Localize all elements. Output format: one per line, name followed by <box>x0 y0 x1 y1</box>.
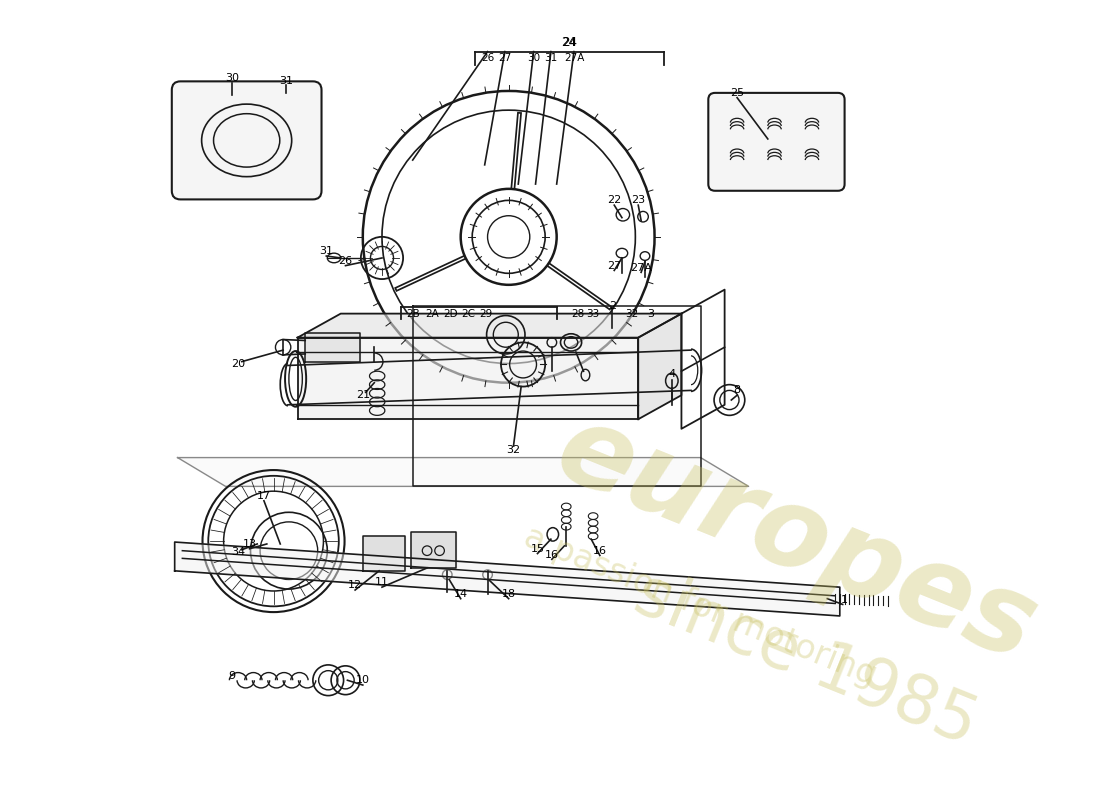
Text: 32: 32 <box>625 309 638 318</box>
Text: 31: 31 <box>319 246 333 256</box>
Text: 27A: 27A <box>630 262 652 273</box>
Text: 27: 27 <box>498 54 512 63</box>
Polygon shape <box>177 458 749 486</box>
Text: 31: 31 <box>279 76 293 86</box>
Text: 9: 9 <box>229 671 235 682</box>
Text: 18: 18 <box>502 589 516 599</box>
Text: 16: 16 <box>593 546 607 556</box>
Text: 1: 1 <box>842 594 848 605</box>
Text: 2C: 2C <box>461 309 475 318</box>
FancyBboxPatch shape <box>172 82 321 199</box>
Text: 32: 32 <box>506 445 520 455</box>
Text: 2: 2 <box>608 301 616 311</box>
Text: 11: 11 <box>375 578 389 587</box>
Text: 20: 20 <box>231 358 245 369</box>
Text: 3: 3 <box>647 309 654 318</box>
Text: 16: 16 <box>544 550 559 561</box>
Text: 25: 25 <box>730 88 745 98</box>
Text: 24: 24 <box>562 37 576 50</box>
Text: 2A: 2A <box>425 309 439 318</box>
Text: 10: 10 <box>355 675 370 686</box>
Text: europes: europes <box>541 394 1052 684</box>
Text: 17: 17 <box>257 491 271 501</box>
Text: 30: 30 <box>226 74 240 83</box>
Polygon shape <box>363 536 405 571</box>
Text: 2D: 2D <box>443 309 458 318</box>
Polygon shape <box>297 338 638 419</box>
Text: 4: 4 <box>669 369 675 379</box>
Text: since 1985: since 1985 <box>625 561 987 758</box>
Text: 27: 27 <box>607 261 621 270</box>
Text: 22: 22 <box>607 195 621 206</box>
Text: 28: 28 <box>571 309 584 318</box>
Text: 8: 8 <box>734 386 740 395</box>
Text: 27A: 27A <box>564 54 584 63</box>
Text: 2B: 2B <box>406 309 419 318</box>
FancyBboxPatch shape <box>708 93 845 190</box>
Text: 23: 23 <box>631 195 646 206</box>
Text: 34: 34 <box>231 546 245 557</box>
Polygon shape <box>175 542 839 616</box>
Polygon shape <box>305 333 360 362</box>
Text: a passion for motoring: a passion for motoring <box>519 520 882 692</box>
Text: 14: 14 <box>453 589 468 599</box>
Polygon shape <box>297 314 681 338</box>
Text: 26: 26 <box>481 54 494 63</box>
Text: 30: 30 <box>527 54 540 63</box>
Text: 12: 12 <box>348 580 362 590</box>
Text: 24: 24 <box>561 37 575 50</box>
Text: 29: 29 <box>478 309 493 318</box>
Text: 21: 21 <box>355 390 370 400</box>
Text: 15: 15 <box>530 544 544 554</box>
Polygon shape <box>638 314 681 419</box>
Text: 31: 31 <box>544 54 558 63</box>
Text: 13: 13 <box>242 539 256 549</box>
Text: 33: 33 <box>586 309 600 318</box>
Text: 26: 26 <box>339 256 353 266</box>
Polygon shape <box>410 533 455 568</box>
